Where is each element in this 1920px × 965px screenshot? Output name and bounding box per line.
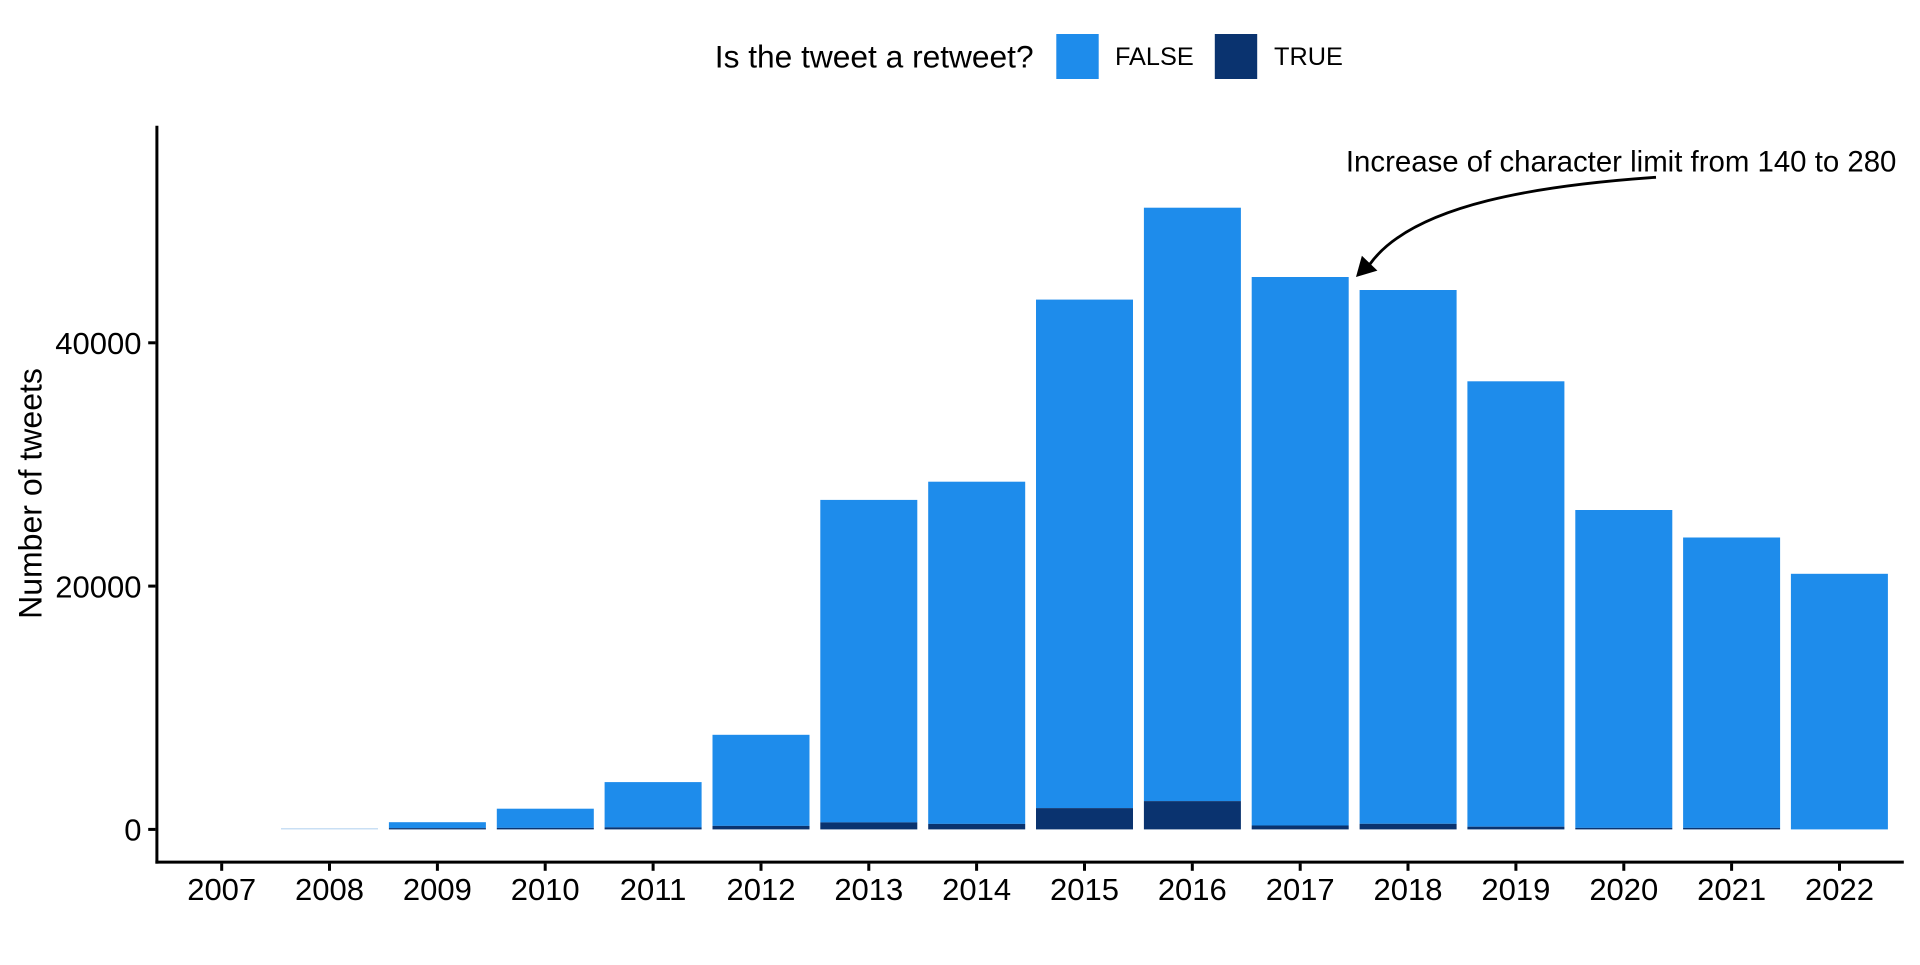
svg-text:2017: 2017 (1266, 872, 1335, 907)
svg-text:2018: 2018 (1374, 872, 1443, 907)
svg-text:2022: 2022 (1805, 872, 1874, 907)
svg-text:0: 0 (124, 813, 141, 848)
svg-text:2008: 2008 (295, 872, 364, 907)
svg-text:2016: 2016 (1158, 872, 1227, 907)
svg-text:2020: 2020 (1589, 872, 1658, 907)
svg-text:Increase of character limit fr: Increase of character limit from 140 to … (1346, 145, 1897, 178)
svg-text:Is the tweet a retweet?: Is the tweet a retweet? (715, 39, 1034, 75)
svg-text:2021: 2021 (1697, 872, 1766, 907)
svg-text:2015: 2015 (1050, 872, 1119, 907)
svg-text:20000: 20000 (55, 569, 141, 604)
svg-text:2014: 2014 (942, 872, 1011, 907)
svg-text:2013: 2013 (834, 872, 903, 907)
svg-text:2011: 2011 (620, 872, 687, 907)
svg-text:2012: 2012 (727, 872, 796, 907)
svg-text:40000: 40000 (55, 326, 141, 361)
svg-text:2019: 2019 (1481, 872, 1550, 907)
svg-text:Number of tweets: Number of tweets (13, 368, 49, 619)
svg-text:TRUE: TRUE (1274, 43, 1343, 71)
svg-text:FALSE: FALSE (1115, 43, 1194, 71)
svg-text:2010: 2010 (511, 872, 580, 907)
svg-text:2007: 2007 (187, 872, 256, 907)
svg-text:2009: 2009 (403, 872, 472, 907)
